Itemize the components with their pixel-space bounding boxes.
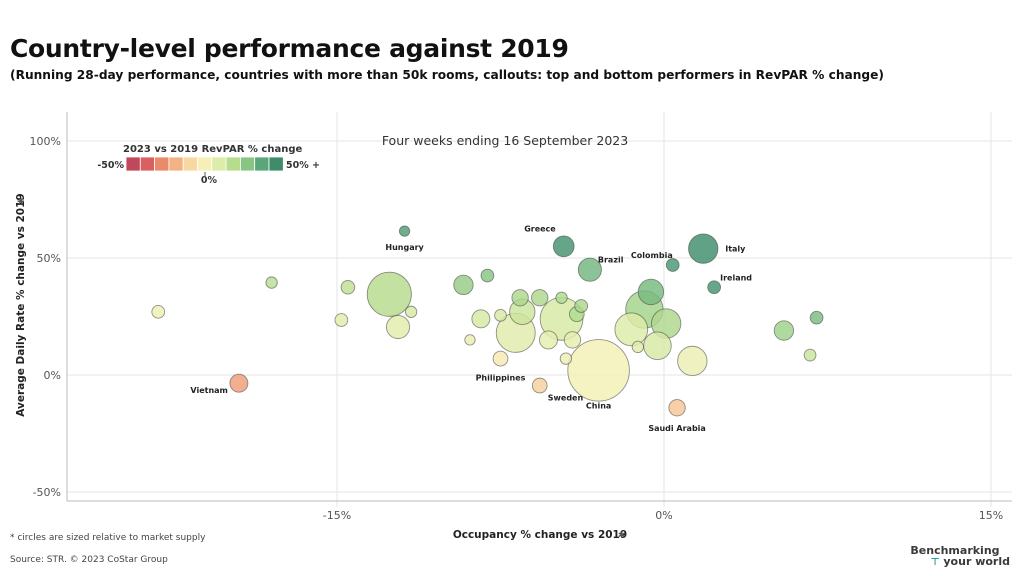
data-point[interactable] xyxy=(563,331,582,349)
color-legend: 2023 vs 2019 RevPAR % change -50% 50% + … xyxy=(97,144,320,186)
legend-swatch xyxy=(154,156,170,172)
page-title: Country-level performance against 2019 xyxy=(10,34,569,63)
data-point[interactable] xyxy=(637,278,665,306)
legend-swatch xyxy=(182,156,198,172)
legend-swatch xyxy=(168,156,184,172)
data-point[interactable] xyxy=(404,305,418,318)
size-footnote: * circles are sized relative to market s… xyxy=(10,533,206,543)
data-point[interactable] xyxy=(511,289,529,307)
points-layer xyxy=(151,225,824,417)
data-point[interactable] xyxy=(366,271,412,317)
data-point-italy[interactable] xyxy=(688,233,719,264)
data-point[interactable] xyxy=(574,299,589,313)
legend-swatch xyxy=(239,156,256,172)
brand-logo: Benchmarking ⊤ your world xyxy=(910,545,1010,568)
x-axis-title: Occupancy % change vs 2019 xyxy=(453,529,627,541)
point-label-saudi-arabia: Saudi Arabia xyxy=(648,424,706,433)
data-point-philippines[interactable] xyxy=(492,350,509,367)
point-label-brazil: Brazil xyxy=(598,256,624,265)
y-axis-title-group: Average Daily Rate % change vs 2019 ✱ xyxy=(15,193,27,416)
legend-title: 2023 vs 2019 RevPAR % change xyxy=(123,144,302,155)
y-axis-title: Average Daily Rate % change vs 2019 xyxy=(15,193,27,416)
data-point-sweden[interactable] xyxy=(531,377,548,394)
data-point[interactable] xyxy=(803,348,817,362)
data-point[interactable] xyxy=(643,331,672,361)
point-label-hungary: Hungary xyxy=(385,243,424,252)
point-label-sweden: Sweden xyxy=(548,394,584,403)
data-point[interactable] xyxy=(385,314,411,340)
data-point[interactable] xyxy=(265,276,278,289)
data-point-vietnam[interactable] xyxy=(229,373,249,393)
legend-min-label: -50% xyxy=(97,160,124,171)
labels-layer: Hungary Greece Italy Brazil Colombia Ireland V… xyxy=(190,224,752,432)
point-label-china: China xyxy=(586,401,611,410)
legend-swatches xyxy=(125,156,284,172)
data-point[interactable] xyxy=(453,274,474,296)
data-point[interactable] xyxy=(631,340,644,354)
data-point-saudi-arabia[interactable] xyxy=(668,399,686,417)
legend-swatch xyxy=(197,156,213,172)
point-label-ireland: Ireland xyxy=(720,273,752,282)
data-point-colombia[interactable] xyxy=(665,258,680,272)
data-point[interactable] xyxy=(539,330,558,350)
data-point[interactable] xyxy=(809,310,824,325)
data-point[interactable] xyxy=(773,320,795,341)
data-point[interactable] xyxy=(494,308,507,322)
data-point[interactable] xyxy=(480,268,495,283)
pin-icon: ✱ xyxy=(17,197,27,205)
pin-icon: ✱ xyxy=(618,531,626,541)
page-subtitle: (Running 28-day performance, countries w… xyxy=(10,68,884,82)
data-point-greece[interactable] xyxy=(552,235,575,258)
y-tick-label: 0% xyxy=(44,369,61,382)
data-point-hungary[interactable] xyxy=(398,225,411,237)
data-point[interactable] xyxy=(151,304,166,319)
legend-swatch xyxy=(125,156,141,172)
chart-period-title: Four weeks ending 16 September 2023 xyxy=(382,133,628,148)
brand-line-1: Benchmarking xyxy=(910,544,1000,557)
data-point[interactable] xyxy=(555,291,568,304)
data-point-ireland[interactable] xyxy=(707,280,721,295)
point-label-vietnam: Vietnam xyxy=(190,386,227,395)
legend-swatch xyxy=(268,156,284,172)
legend-swatch xyxy=(225,156,241,172)
brand-mark-icon: ⊤ xyxy=(930,557,940,568)
point-label-philippines: Philippines xyxy=(476,374,526,383)
x-tick-label: 15% xyxy=(979,509,1003,522)
y-tick-label: 100% xyxy=(30,135,61,148)
data-point[interactable] xyxy=(464,334,476,346)
x-tick-label: 0% xyxy=(655,509,672,522)
data-point[interactable] xyxy=(614,312,649,347)
legend-swatch xyxy=(254,156,270,172)
legend-swatch xyxy=(139,156,156,172)
y-tick-label: -50% xyxy=(33,486,61,499)
data-point[interactable] xyxy=(340,280,356,295)
data-point[interactable] xyxy=(334,313,349,327)
axes-layer: -50% 0% 50% 100% -15% 0% 15% xyxy=(30,112,1012,522)
legend-swatch xyxy=(211,156,227,172)
data-point-china[interactable] xyxy=(567,339,630,402)
legend-mid-label: 0% xyxy=(201,175,218,186)
source-note: Source: STR. © 2023 CoStar Group xyxy=(10,555,168,565)
data-point[interactable] xyxy=(531,289,549,307)
brand-line-2: your world xyxy=(943,555,1010,568)
y-tick-label: 50% xyxy=(37,252,61,265)
x-tick-label: -15% xyxy=(323,509,351,522)
legend-max-label: 50% + xyxy=(286,160,320,171)
point-label-colombia: Colombia xyxy=(631,251,673,260)
data-point[interactable] xyxy=(559,352,573,365)
data-point-brazil[interactable] xyxy=(577,257,602,282)
point-label-greece: Greece xyxy=(524,224,556,233)
point-label-italy: Italy xyxy=(725,245,746,254)
data-point[interactable] xyxy=(471,309,491,329)
data-point[interactable] xyxy=(677,345,708,377)
